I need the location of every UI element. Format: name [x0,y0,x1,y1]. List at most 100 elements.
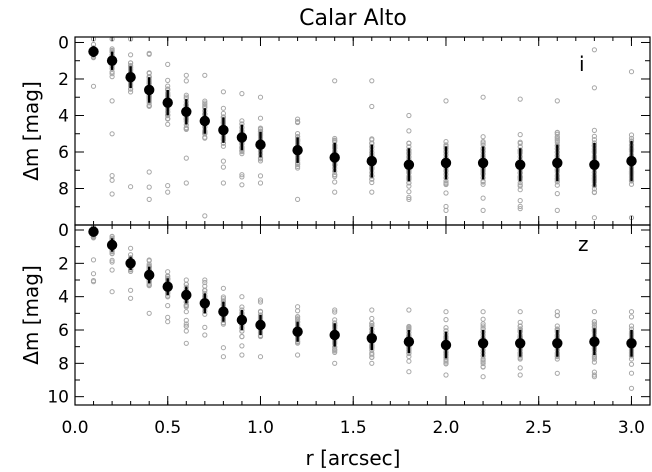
panel-z-individual-point [257,297,264,303]
panel-i-scatter [90,36,635,221]
panel-i-individual-point [165,61,171,68]
panel-i-individual-point [406,140,412,146]
panel-z-individual-point [128,295,134,301]
panel-z-individual-point [183,323,189,329]
panel-z-individual-point [480,323,486,329]
panel-i-individual-point [109,173,115,179]
panel-z-individual-point [128,245,134,251]
panel-i-individual-point [406,189,412,195]
panel-z-individual-point [295,304,301,310]
panel-z-individual-point [165,269,171,275]
panel-i-individual-point [554,207,560,213]
panel-i-mean-point [366,155,377,167]
panel-i-individual-point [165,121,171,127]
panel-i-individual-point [591,127,598,133]
panel-i-means [88,46,637,187]
panel-z-individual-point [220,354,226,360]
panel-z-individual-point [628,323,635,329]
panel-i-y-tick-label: 2 [58,70,69,90]
panel-z-individual-point [554,312,560,318]
panel-z-individual-point [591,359,598,365]
panel-i-individual-point [369,103,375,110]
panel-z-individual-point [202,332,208,338]
panel-z-individual-point [443,372,449,378]
panel-z-individual-point [202,279,208,286]
panel-i-frame [74,36,651,226]
panel-z-individual-point [628,314,635,320]
panel-i-individual-point [183,180,189,186]
panel-i-individual-point [517,187,523,193]
panel-i-individual-point [295,116,301,122]
panel-i-individual-point [480,181,486,187]
panel-i-individual-point [183,72,189,78]
panel-z-individual-point [165,319,171,325]
panel-z-individual-point [239,352,245,358]
panel-i-individual-point [369,78,375,84]
panel-i-individual-point [332,179,338,185]
panel-i-individual-point [332,189,338,195]
panel-z-means [88,226,637,359]
panel-i-mean-point [403,159,415,170]
panel-i-individual-point [517,206,523,212]
panel-z-individual-point [480,316,486,322]
panel-z-individual-point [406,369,412,375]
panel-i-individual-point [517,132,523,138]
panel-i-mean-point [292,145,303,156]
panel-i-tag: i [579,52,585,76]
panel-i-mean-point [106,55,118,66]
panel-i-individual-point [591,186,598,192]
panel-z-individual-point [480,309,486,315]
panel-i-y-tick-label: 4 [58,106,69,126]
panel-i-individual-point [591,137,598,143]
panel-z-individual-point [443,325,449,331]
x-tick-label: 2.0 [432,418,459,438]
panel-z-individual-point [220,345,226,351]
x-tick-label: 2.5 [525,418,552,438]
panel-z-individual-point [165,314,171,320]
panel-z-mean-point [515,338,526,349]
panel-i-individual-point [480,134,486,140]
panel-i-individual-point [369,137,375,143]
panel-i-individual-point [165,183,171,189]
panel-z-y-tick-label: 0 [58,221,69,241]
panel-z-mean-point [181,289,192,301]
panel-z-individual-point [295,316,301,322]
panel-i-individual-point [146,70,152,76]
panel-z-individual-point [517,372,523,378]
panel-z-mean-point [218,306,229,317]
panel-i-individual-point [220,110,226,117]
panel-i-individual-point [220,180,226,186]
panel-i-individual-point [480,139,486,145]
panel-z-individual-point [443,317,449,323]
panel-i-individual-point [257,158,264,164]
panel-i-individual-point [202,134,208,140]
panel-z-individual-point [332,309,338,315]
panel-z-individual-point [165,273,171,279]
panel-z-individual-point [90,257,97,263]
panel-z-individual-point [591,369,598,375]
panel-i-individual-point [443,190,449,196]
panel-i-individual-point [443,98,449,104]
panel-i-individual-point [165,116,171,122]
panel-i-mean-point [236,132,248,143]
panel-i-individual-point [202,213,208,219]
panel-z-individual-point [369,315,375,322]
panel-i-mean-point [162,97,173,108]
panel-z-individual-point [239,304,245,310]
panel-z-individual-point [183,328,189,334]
panel-z-individual-point [591,354,598,360]
panel-z-individual-point [146,310,152,316]
panel-z-individual-point [591,319,598,325]
panel-z-individual-point [220,296,226,302]
panel-i-individual-point [591,215,598,221]
panel-i-y-tick-label: 0 [58,33,69,53]
panel-i-mean-point [181,106,192,118]
panel-i-individual-point [257,180,264,186]
panel-i-individual-point [480,195,486,201]
panel-i-mean-point [552,157,563,169]
panel-i-individual-point [109,191,115,197]
panel-z-axes: 0 2 4 6 8 10 [47,221,650,408]
panel-z-y-axis-label: Δm [mag] [19,265,43,365]
panel-z-individual-point [183,277,189,283]
